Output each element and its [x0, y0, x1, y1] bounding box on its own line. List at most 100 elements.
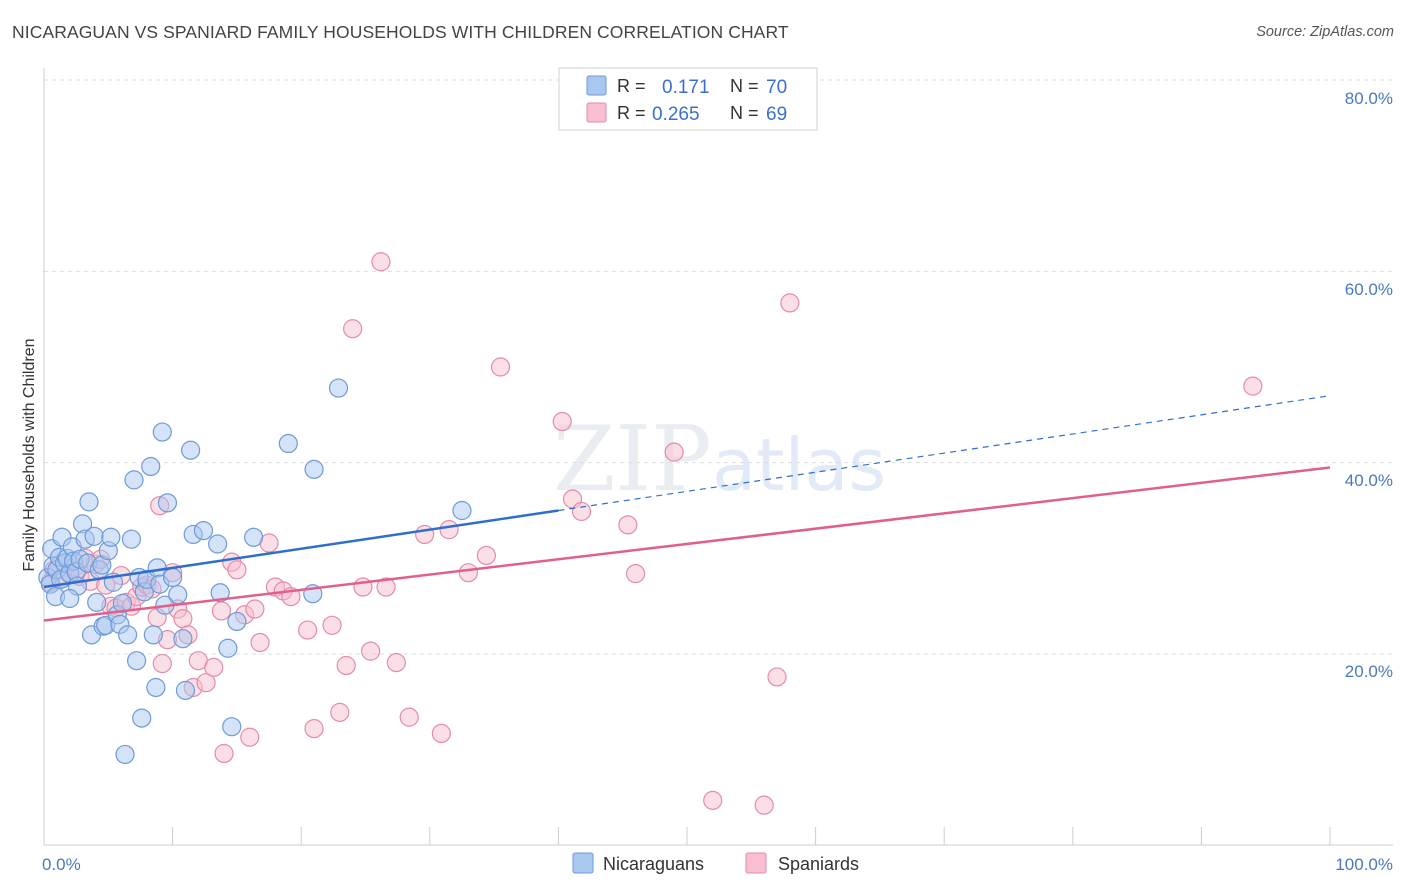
nicaraguans-point [146, 677, 166, 698]
x-tick-label-min: 0.0% [42, 855, 81, 874]
spaniards-point [552, 411, 572, 432]
top-legend: R = 0.171 N = 70 R = 0.265 N = 69 [558, 67, 818, 131]
spaniards-point [245, 599, 265, 619]
nicaraguans-point [79, 492, 99, 512]
spaniards-point [618, 515, 638, 535]
y-tick-label-60: 60.0% [1345, 280, 1393, 299]
legend-n-label-nicaraguans: N = [730, 76, 759, 96]
spaniards-point [399, 707, 419, 727]
bottom-legend-label-nicaraguans: Nicaraguans [603, 854, 704, 874]
nicaraguans-point [132, 708, 152, 728]
spaniards-point [371, 252, 391, 272]
legend-r-value-nicaraguans: 0.171 [662, 77, 710, 98]
y-tick-label-40: 40.0% [1345, 471, 1393, 490]
nicaraguans-point [452, 500, 472, 521]
x-tick-label-max: 100.0% [1335, 855, 1393, 874]
y-tick-label-20: 20.0% [1345, 662, 1393, 681]
nicaraguans-point [328, 378, 349, 398]
y-axis-label: Family Households with Children [21, 339, 38, 572]
legend-swatch-spaniards [586, 102, 607, 123]
nicaraguans-point [222, 717, 242, 737]
nicaraguans-points [38, 378, 472, 765]
spaniards-point [343, 319, 363, 339]
spaniards-point [173, 609, 193, 629]
legend-n-label-spaniards: N = [730, 103, 759, 123]
chart-title: NICARAGUAN VS SPANIARD FAMILY HOUSEHOLDS… [12, 22, 789, 42]
spaniards-point [376, 577, 396, 597]
nicaraguans-point [168, 585, 188, 605]
legend-n-value-spaniards: 69 [766, 104, 787, 125]
bottom-legend-label-spaniards: Spaniards [778, 854, 859, 874]
spaniards-point [767, 667, 787, 687]
nicaraguans-point [210, 583, 230, 603]
legend-swatch-nicaraguans [586, 75, 607, 96]
grid-lines [44, 79, 1393, 655]
spaniards-point [227, 560, 247, 580]
nicaraguans-point [121, 529, 142, 549]
spaniards-point [476, 545, 496, 566]
spaniards-point [625, 564, 646, 584]
nicaraguans-point [152, 422, 172, 442]
spaniards-point [703, 790, 723, 810]
watermark: ZIP atlas [553, 407, 886, 512]
spaniards-point [458, 563, 478, 583]
nicaraguans-point [173, 629, 193, 649]
nicaraguans-point [117, 625, 138, 645]
trend-lines [43, 395, 1331, 622]
spaniards-point [490, 357, 511, 377]
nicaraguans-point [124, 470, 144, 490]
nicaraguans-trend-extension [558, 395, 1331, 512]
legend-r-value-spaniards: 0.265 [652, 104, 700, 125]
nicaraguans-point [227, 611, 247, 632]
nicaraguans-point [208, 534, 228, 554]
spaniards-point [664, 442, 684, 462]
nicaraguans-point [193, 520, 214, 541]
spaniards-point [780, 293, 800, 313]
nicaraguans-point [141, 456, 161, 477]
spaniards-point [196, 673, 216, 693]
spaniards-point [431, 723, 451, 744]
nicaraguans-point [218, 638, 238, 658]
spaniards-point [754, 795, 774, 815]
nicaraguans-point [278, 433, 298, 454]
nicaraguans-point [163, 567, 183, 588]
nicaraguans-point [304, 459, 324, 479]
spaniards-point [330, 702, 350, 722]
source-note: Source: ZipAtlas.com [1256, 24, 1394, 40]
nicaraguans-point [244, 527, 264, 547]
spaniards-point [214, 743, 234, 764]
legend-r-label-spaniards: R = [617, 103, 646, 123]
spaniards-point [1243, 376, 1263, 396]
nicaraguans-point [87, 592, 107, 612]
spaniards-point [322, 615, 342, 635]
spaniards-point [336, 655, 356, 676]
nicaraguans-point [115, 744, 135, 765]
nicaraguans-point [181, 440, 201, 460]
legend-n-value-nicaraguans: 70 [766, 77, 787, 98]
spaniards-point [250, 632, 270, 653]
watermark-atlas: atlas [712, 423, 886, 507]
spaniards-point [304, 719, 324, 739]
nicaraguans-point [175, 680, 196, 700]
legend-r-label-nicaraguans: R = [617, 76, 646, 96]
y-tick-label-80: 80.0% [1345, 89, 1393, 108]
nicaraguans-point [147, 558, 167, 578]
spaniards-point [152, 653, 172, 674]
spaniards-point [240, 727, 260, 747]
nicaraguans-point [157, 493, 178, 513]
spaniards-point [211, 601, 232, 621]
spaniards-trend-line [43, 466, 1331, 622]
nicaraguans-trend-line [43, 509, 559, 589]
spaniards-point [298, 620, 318, 640]
nicaraguans-point [143, 625, 163, 645]
spaniards-point [386, 653, 406, 673]
spaniards-point [204, 657, 224, 677]
nicaraguans-point [60, 588, 80, 609]
bottom-legend: Nicaraguans Spaniards [572, 852, 859, 874]
spaniards-point [571, 501, 592, 522]
nicaraguans-point [126, 651, 147, 671]
axes [43, 68, 1393, 846]
nicaraguans-point [101, 527, 121, 547]
bottom-legend-swatch-spaniards [745, 852, 767, 874]
